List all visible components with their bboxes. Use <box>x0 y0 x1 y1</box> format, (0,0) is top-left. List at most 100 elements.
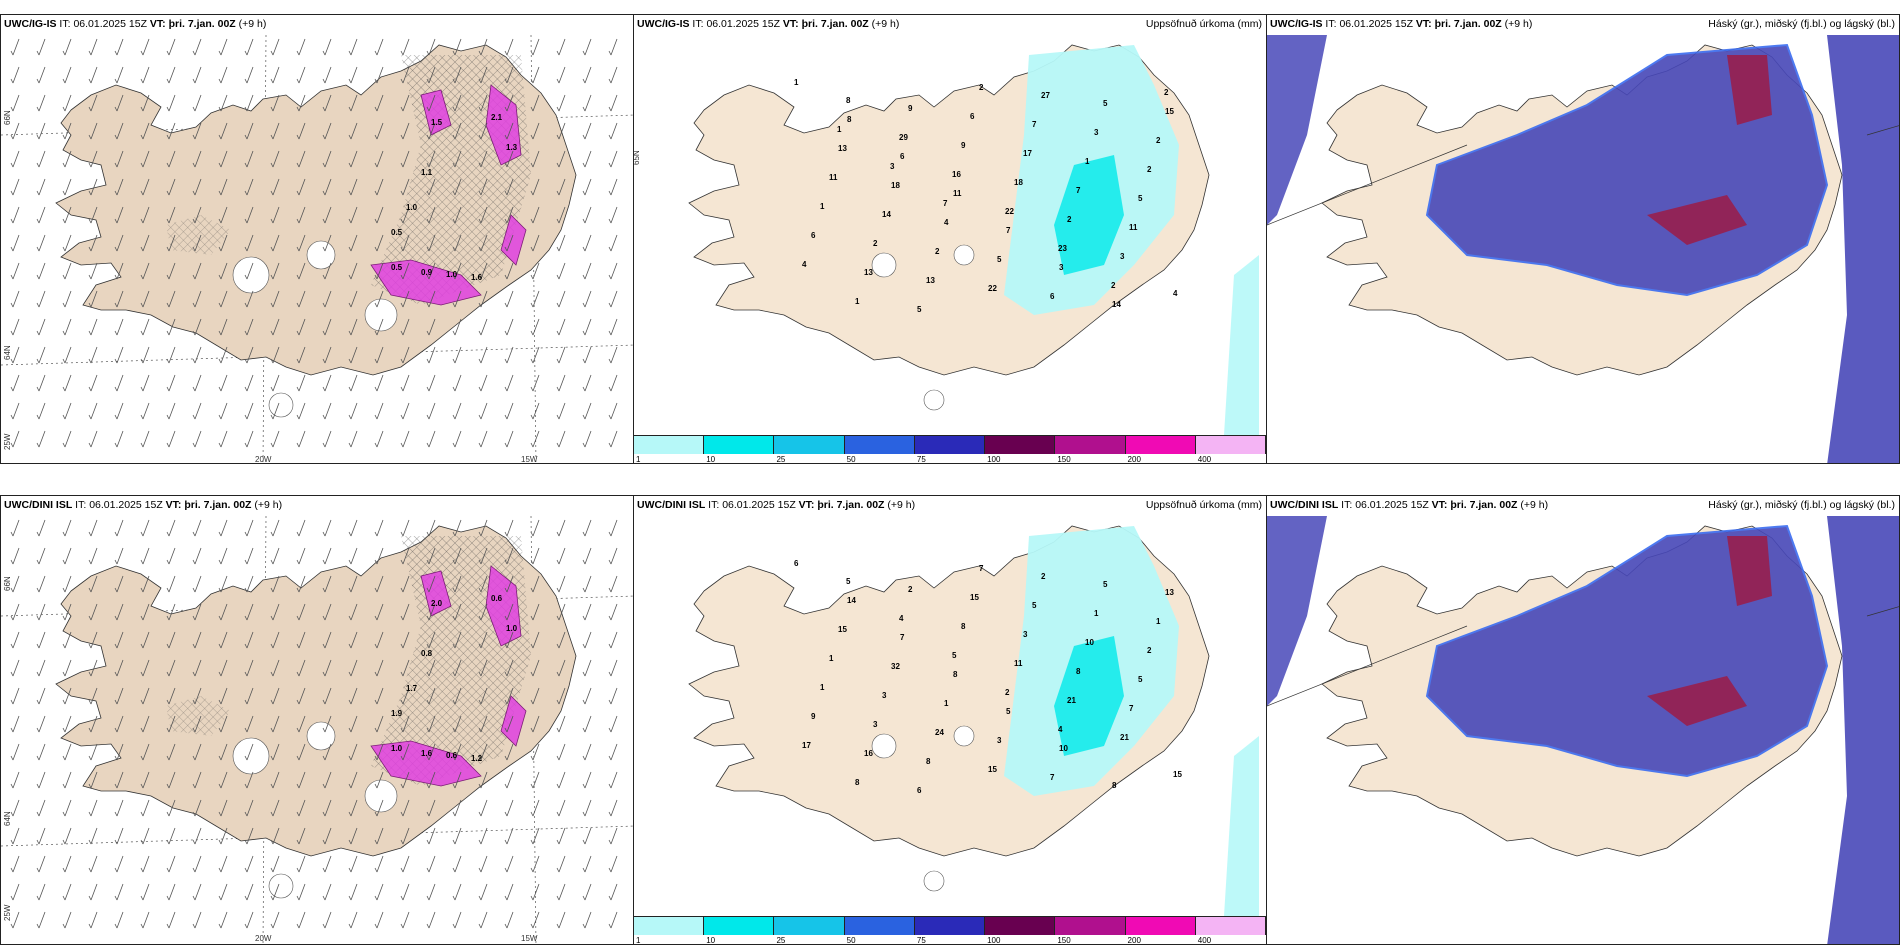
wind-barb <box>10 799 20 817</box>
wind-barb <box>452 374 462 392</box>
wind-barb <box>400 659 410 677</box>
wind-barb <box>530 883 540 901</box>
wind-barb <box>426 178 436 196</box>
wind-barb <box>504 262 514 280</box>
wind-barb <box>114 715 124 733</box>
precip-value: 10 <box>1059 744 1068 753</box>
wind-barb <box>62 318 72 336</box>
wind-barb <box>218 346 228 364</box>
wind-barb <box>400 519 410 537</box>
wind-barb <box>478 659 488 677</box>
wind-barb <box>62 715 72 733</box>
wind-barb <box>348 519 358 537</box>
graticule-line <box>1866 606 1899 617</box>
wind-barb <box>322 374 332 392</box>
wind-barb <box>140 234 150 252</box>
wind-barb <box>36 318 46 336</box>
wind-barb <box>192 687 202 705</box>
wind-barb <box>62 911 72 929</box>
wind-barb <box>322 631 332 649</box>
cloud-title: Háský (gr.), miðský (fj.bl.) og lágský (… <box>1708 499 1895 511</box>
precip-value: 13 <box>838 144 847 153</box>
wind-barb <box>296 827 306 845</box>
wind-barb <box>400 234 410 252</box>
wind-barb <box>166 827 176 845</box>
wind-barb <box>88 262 98 280</box>
wind-barb <box>530 631 540 649</box>
wind-barb <box>348 547 358 565</box>
wind-barb <box>608 38 618 56</box>
wind-barb <box>10 883 20 901</box>
wind-barb <box>244 519 254 537</box>
wind-barb <box>140 911 150 929</box>
wind-barb <box>88 575 98 593</box>
precip-value: 1 <box>1094 609 1099 618</box>
wind-barb <box>348 66 358 84</box>
wind-barb <box>10 374 20 392</box>
wind-barb <box>478 290 488 308</box>
wind-barb <box>270 38 280 56</box>
wind-barb <box>478 519 488 537</box>
wind-barb <box>426 771 436 789</box>
lat-label-66: 66N <box>3 576 12 591</box>
precip-map: 1861173141513184565211142222732121327156… <box>688 44 1259 435</box>
wind-barb <box>192 855 202 873</box>
wind-barb <box>556 799 566 817</box>
wind-barb <box>478 38 488 56</box>
colorbar-segment <box>914 436 986 454</box>
precip-value: 15 <box>988 765 997 774</box>
wind-barb <box>166 430 176 448</box>
cloud-panel-row2: UWC/DINI ISL IT: 06.01.2025 15Z VT: þri.… <box>1266 495 1900 945</box>
wind-barb <box>140 318 150 336</box>
lon-label-15w: 15W <box>521 455 538 464</box>
precip-area-sea <box>1224 736 1259 916</box>
wind-barb <box>192 346 202 364</box>
precip-value: 8 <box>846 96 851 105</box>
wind-barb <box>218 911 228 929</box>
wind-barb <box>582 575 592 593</box>
wind-barb <box>296 575 306 593</box>
wind-barb <box>114 547 124 565</box>
wind-barb <box>530 94 540 112</box>
wind-barb <box>374 743 384 761</box>
wind-barb <box>36 290 46 308</box>
wind-barb <box>36 262 46 280</box>
wind-barb <box>192 631 202 649</box>
cloud-title: Háský (gr.), miðský (fj.bl.) og lágský (… <box>1708 18 1895 30</box>
panel-title: UWC/DINI ISL IT: 06.01.2025 15Z VT: þri.… <box>637 499 916 511</box>
wind-barb <box>582 827 592 845</box>
wind-value: 1.3 <box>506 143 518 152</box>
wind-barb <box>556 547 566 565</box>
wind-barb <box>374 771 384 789</box>
precip-value: 6 <box>811 231 816 240</box>
wind-barb <box>270 771 280 789</box>
wind-map: 0.6 1.0 2.0 0.8 1.9 1.7 1.6 0.6 1.2 1.0 <box>1 515 633 944</box>
wind-barb <box>244 911 254 929</box>
wind-barb <box>10 575 20 593</box>
wind-barb <box>10 771 20 789</box>
lon-label-15w: 15W <box>521 934 538 943</box>
wind-barb <box>478 547 488 565</box>
wind-barb <box>374 575 384 593</box>
wind-barb <box>140 94 150 112</box>
precip-value: 22 <box>988 284 997 293</box>
wind-value: 0.5 <box>391 263 403 272</box>
precip-value: 2 <box>935 247 940 256</box>
wind-barb <box>582 743 592 761</box>
wind-barb <box>348 206 358 224</box>
wind-barb <box>452 346 462 364</box>
precip-value: 4 <box>1173 289 1178 298</box>
wind-value: 1.5 <box>431 118 443 127</box>
wind-barb <box>556 603 566 621</box>
precip-value: 4 <box>944 218 949 227</box>
wind-barb <box>582 799 592 817</box>
wind-barb <box>244 318 254 336</box>
wind-barb <box>140 346 150 364</box>
wind-barb <box>608 799 618 817</box>
wind-barb <box>452 318 462 336</box>
wind-barb <box>88 911 98 929</box>
wind-barb <box>348 687 358 705</box>
colorbar-segment <box>634 917 705 935</box>
wind-barb <box>478 883 488 901</box>
wind-barb <box>244 150 254 168</box>
